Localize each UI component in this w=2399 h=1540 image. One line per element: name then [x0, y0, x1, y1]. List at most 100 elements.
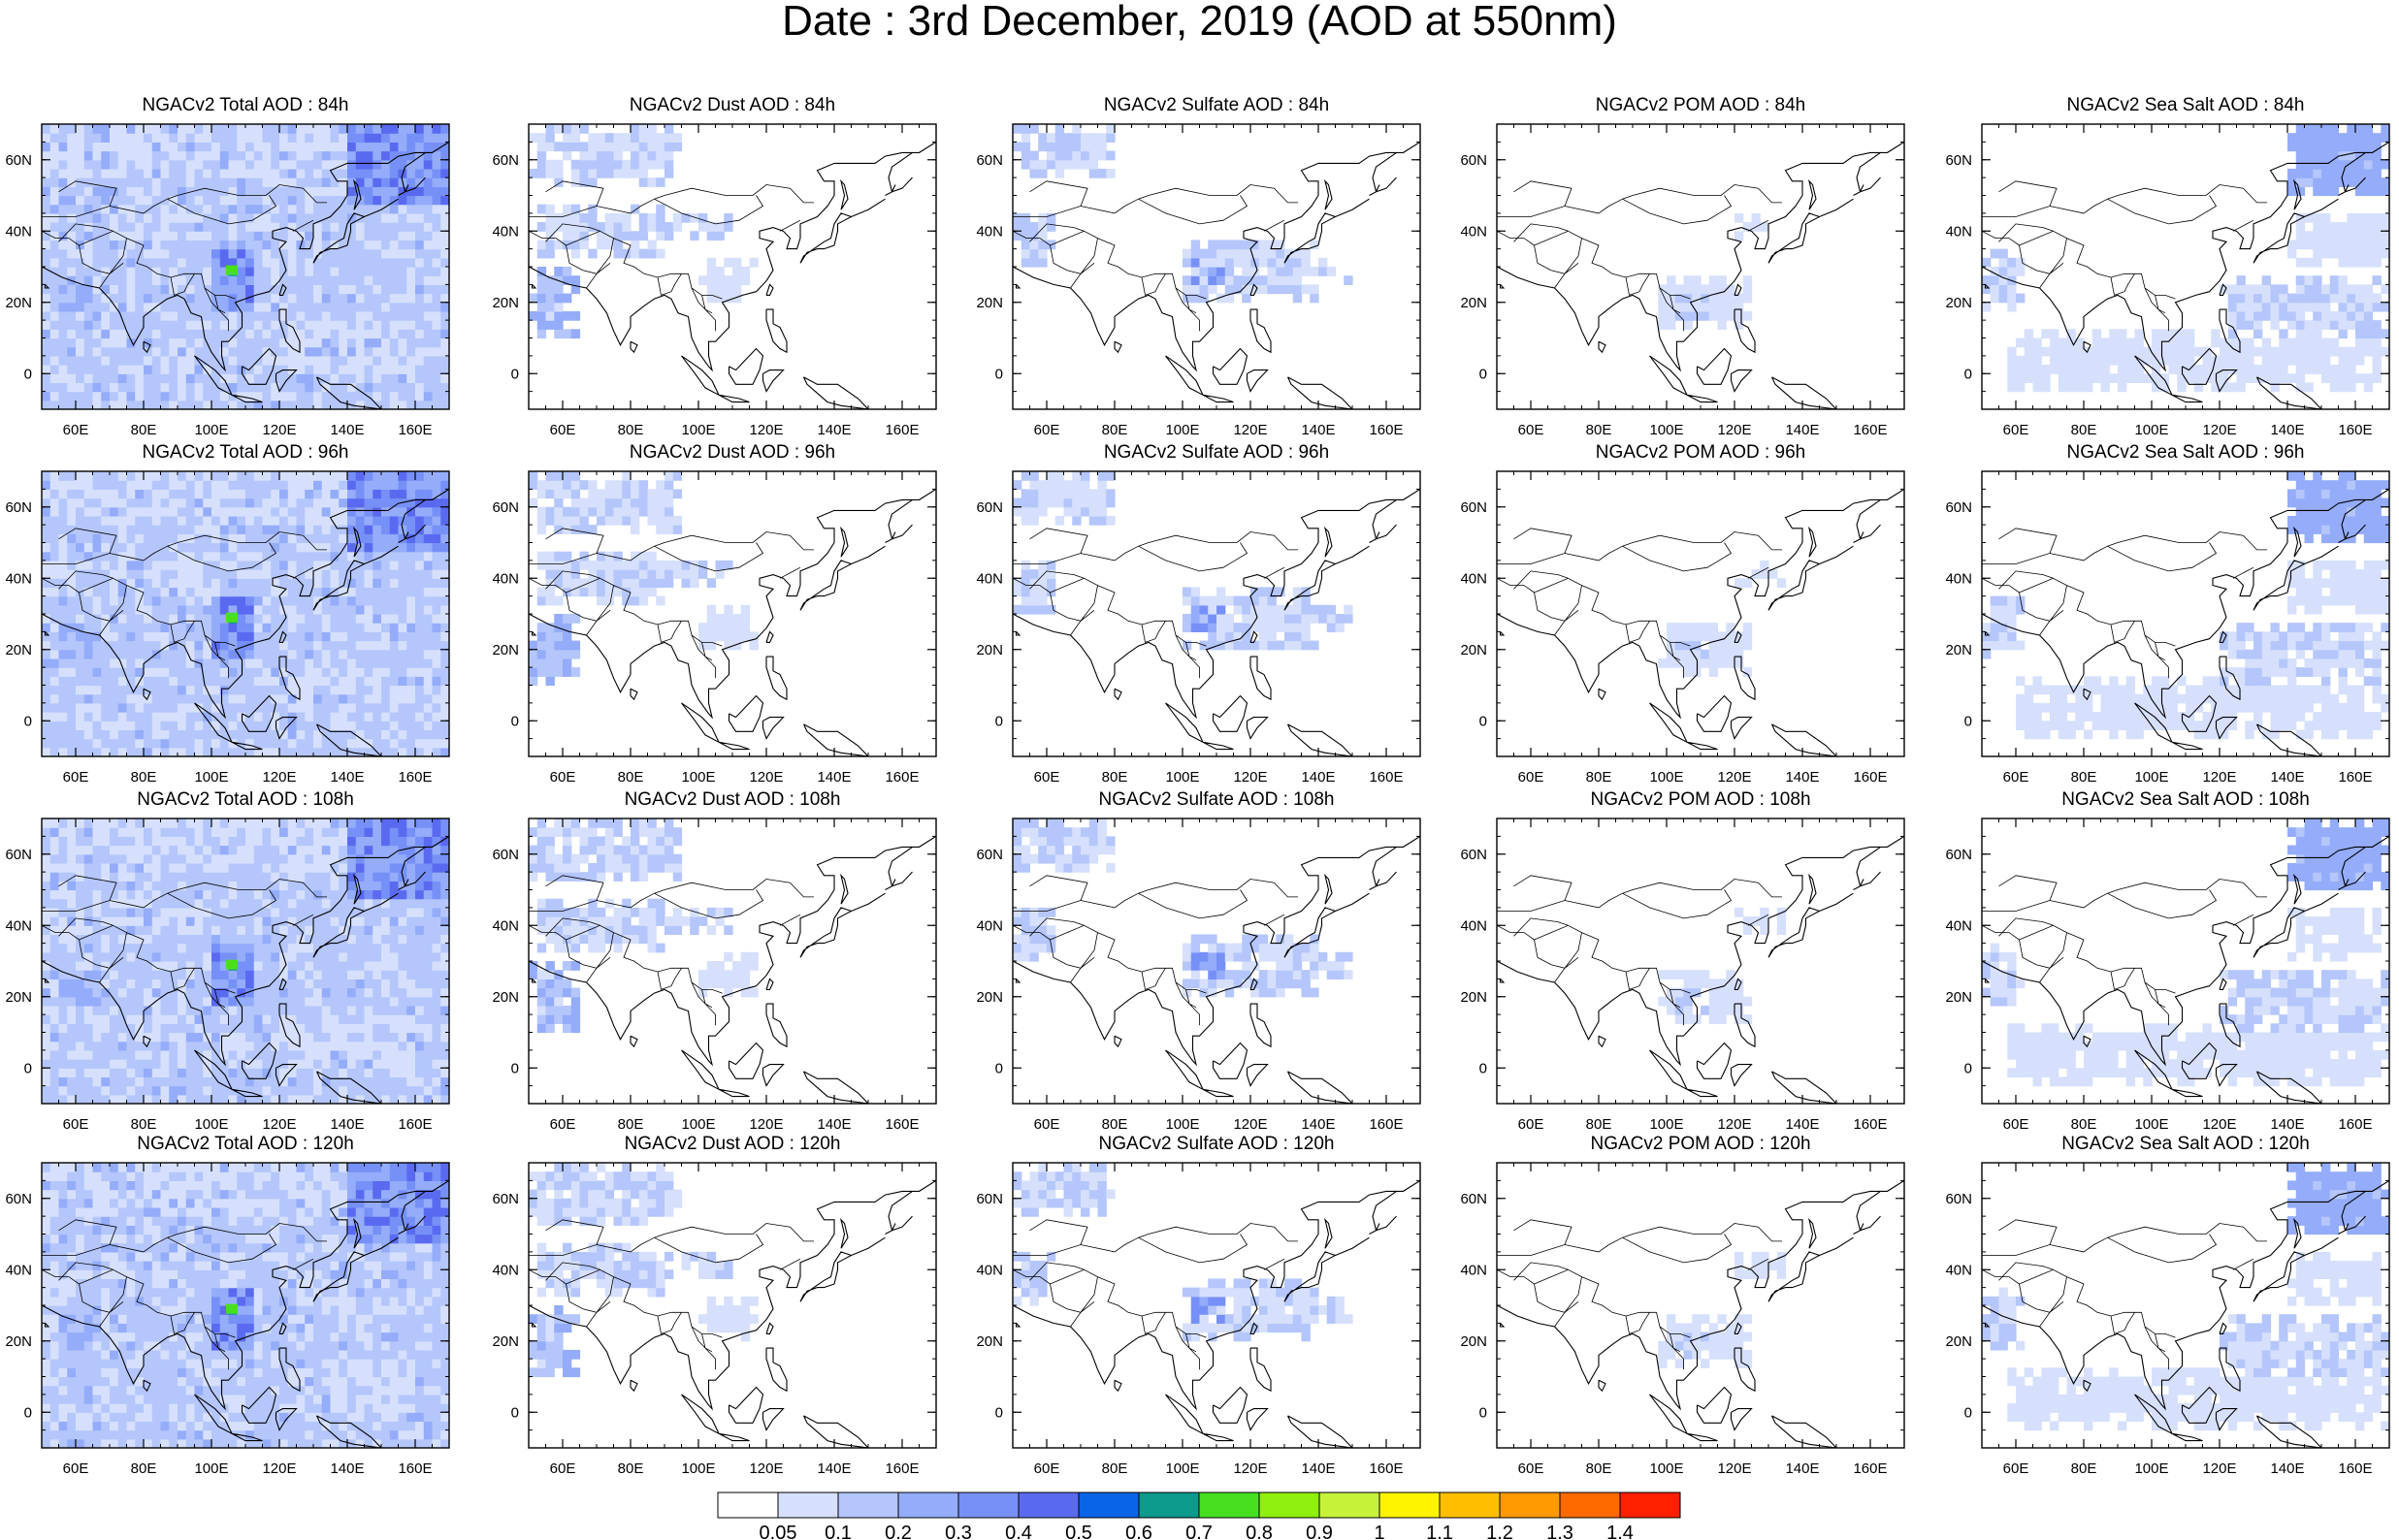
colorbar-label: 0.4 [1005, 1523, 1032, 1540]
country-borders [42, 1219, 327, 1370]
lon-tick-label: 80E [1586, 1460, 1612, 1477]
aod-field [1658, 1251, 1787, 1368]
lon-tick-label: 100E [1165, 422, 1199, 438]
coastline [1982, 141, 2389, 409]
lat-tick-label: 40N [5, 917, 32, 934]
lon-tick-label: 80E [2071, 1460, 2097, 1477]
lat-tick-label: 60N [5, 1191, 32, 1207]
lat-tick-label: 60N [976, 152, 1003, 169]
panel-dust-96h: NGACv2 Dust AOD : 96h 60E 80E 100E 120E 140E 1… [492, 442, 937, 786]
lon-tick-label: 80E [131, 1116, 157, 1133]
lon-tick-label: 120E [1233, 769, 1267, 786]
lon-tick-label: 60E [550, 769, 576, 786]
aod-field [42, 471, 449, 756]
colorbar-box [897, 1492, 959, 1519]
lon-tick-label: 60E [1518, 422, 1544, 438]
lon-tick-label: 80E [2071, 769, 2097, 786]
panel-title: NGACv2 Sulfate AOD : 108h [1099, 789, 1335, 810]
aod-hotspot [226, 1303, 238, 1314]
colorbar-box [1138, 1492, 1200, 1519]
lat-tick-label: 0 [1479, 1060, 1487, 1076]
lon-tick-label: 80E [618, 1116, 644, 1133]
lon-tick-label: 80E [1586, 1116, 1612, 1133]
lat-tick-label: 0 [24, 1060, 32, 1076]
colorbar-box [1198, 1492, 1260, 1519]
lon-tick-label: 60E [1034, 422, 1060, 438]
lon-tick-label: 140E [1785, 422, 1819, 438]
panel-title: NGACv2 Total AOD : 120h [137, 1134, 354, 1154]
lat-tick-label: 40N [492, 223, 519, 240]
coastline [1497, 141, 1904, 409]
lon-tick-label: 80E [1586, 422, 1612, 438]
lat-tick-label: 40N [976, 1262, 1003, 1278]
lon-tick-label: 160E [885, 1116, 919, 1133]
lon-tick-label: 100E [2134, 769, 2168, 786]
panel-sulfate-120h: NGACv2 Sulfate AOD : 120h 60E 80E 100E 120E 1… [976, 1134, 1421, 1477]
lat-tick-label: 60N [492, 1191, 519, 1207]
aod-field [1013, 124, 1353, 304]
lat-tick-label: 20N [5, 989, 32, 1006]
panel-title: NGACv2 Total AOD : 96h [143, 442, 349, 463]
panel-title: NGACv2 Dust AOD : 108h [625, 789, 841, 810]
lat-tick-label: 20N [5, 295, 32, 311]
lat-tick-label: 20N [5, 642, 32, 658]
lon-tick-label: 140E [2270, 1460, 2304, 1477]
colorbar-label: 1 [1374, 1523, 1384, 1540]
lon-tick-label: 140E [1785, 769, 1819, 786]
lat-tick-label: 20N [492, 1333, 519, 1350]
lat-tick-label: 20N [1945, 642, 1972, 658]
lat-tick-label: 40N [976, 917, 1003, 934]
country-borders [42, 875, 327, 1026]
panel-title: NGACv2 Sulfate AOD : 120h [1099, 1134, 1335, 1154]
lon-tick-label: 120E [262, 1460, 296, 1477]
lon-tick-label: 100E [2134, 1460, 2168, 1477]
lat-tick-label: 60N [1460, 152, 1487, 169]
colorbar-label: 1.1 [1426, 1523, 1453, 1540]
colorbar-box [1078, 1492, 1140, 1519]
country-borders [529, 180, 814, 332]
lon-tick-label: 100E [1649, 769, 1683, 786]
lat-tick-label: 40N [492, 570, 519, 587]
panel-title: NGACv2 Total AOD : 84h [143, 95, 349, 115]
country-borders [1013, 875, 1298, 1026]
lon-tick-label: 60E [1518, 1116, 1544, 1133]
lon-tick-label: 100E [1165, 769, 1199, 786]
lon-tick-label: 60E [550, 422, 576, 438]
panel-sulfate-108h: NGACv2 Sulfate AOD : 108h 60E 80E 100E 120E 1… [976, 789, 1421, 1133]
coastline [1013, 488, 1420, 756]
lon-tick-label: 120E [1717, 1460, 1751, 1477]
lon-tick-label: 160E [398, 769, 432, 786]
lon-tick-label: 120E [1233, 1116, 1267, 1133]
panel-frame [1496, 470, 1905, 757]
colorbar-label: 0.1 [825, 1523, 852, 1540]
country-borders [1497, 180, 1782, 332]
colorbar-box [1018, 1492, 1080, 1519]
lon-tick-label: 140E [1785, 1460, 1819, 1477]
lon-tick-label: 140E [1301, 1116, 1335, 1133]
coastline [42, 488, 449, 756]
lon-tick-label: 100E [194, 1460, 228, 1477]
lat-tick-label: 0 [1964, 713, 1972, 729]
lat-tick-label: 40N [1945, 570, 1972, 587]
coastline [1013, 141, 1420, 409]
panel-title: NGACv2 Sulfate AOD : 84h [1104, 95, 1329, 115]
country-borders [529, 528, 814, 679]
lon-tick-label: 60E [550, 1460, 576, 1477]
lon-tick-label: 140E [330, 1460, 364, 1477]
lon-tick-label: 140E [2270, 1116, 2304, 1133]
panel-frame [1496, 123, 1905, 410]
panel-title: NGACv2 POM AOD : 120h [1590, 1134, 1810, 1154]
lat-tick-label: 60N [976, 847, 1003, 863]
coastline [1982, 835, 2389, 1104]
lon-tick-label: 120E [2202, 769, 2236, 786]
lon-tick-label: 120E [1233, 422, 1267, 438]
lon-tick-label: 160E [1853, 1460, 1887, 1477]
colorbar-label: 0.7 [1185, 1523, 1213, 1540]
lat-tick-label: 40N [1460, 223, 1487, 240]
lon-tick-label: 140E [330, 769, 364, 786]
lon-tick-label: 120E [1717, 1116, 1751, 1133]
lat-tick-label: 60N [1460, 847, 1487, 863]
coastline [1497, 1179, 1904, 1448]
lon-tick-label: 160E [1853, 422, 1887, 438]
